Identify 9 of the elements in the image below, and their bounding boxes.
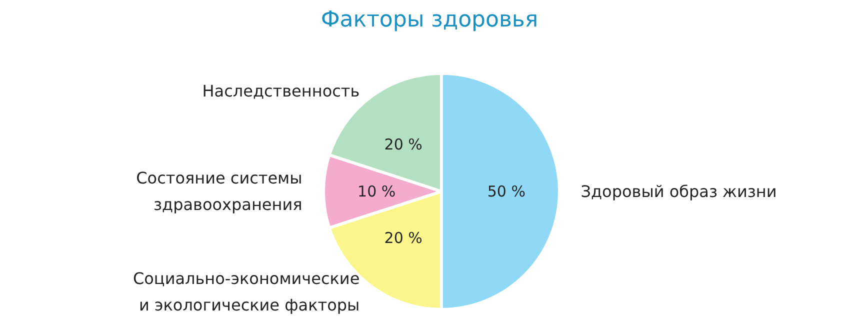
slice-label: Состояние системы здравоохранения bbox=[136, 168, 302, 214]
data-label: 50 % bbox=[487, 182, 526, 200]
chart-title: Факторы здоровья bbox=[320, 8, 538, 32]
slice-label: Социально-экономические и экологические факторы bbox=[132, 268, 360, 314]
slice-label: Наследственность bbox=[202, 82, 360, 101]
slice-label: Здоровый образ жизни bbox=[580, 182, 777, 201]
data-label: 10 % bbox=[358, 182, 396, 200]
data-label: 20 % bbox=[384, 136, 422, 154]
data-label: 20 % bbox=[384, 229, 422, 248]
